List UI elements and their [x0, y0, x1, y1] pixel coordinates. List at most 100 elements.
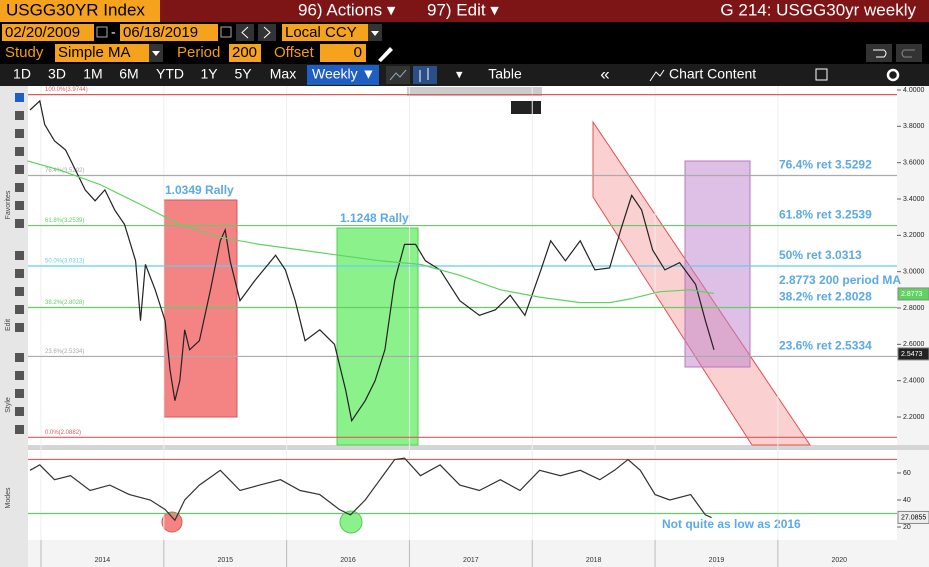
- panel-divider[interactable]: [28, 445, 929, 450]
- tool-icon[interactable]: [15, 305, 24, 314]
- pencil-icon[interactable]: [378, 47, 393, 62]
- calendar-icon[interactable]: [96, 26, 108, 38]
- tool-icon[interactable]: [15, 165, 24, 174]
- y-tick-label: 40: [903, 497, 911, 504]
- drawing-toolbar[interactable]: [407, 87, 542, 96]
- currency-field[interactable]: [282, 24, 368, 41]
- prev-button[interactable]: [236, 24, 254, 41]
- menu-dropdown[interactable]: ▾: [456, 66, 463, 81]
- tool-icon[interactable]: [15, 425, 24, 434]
- low-marker[interactable]: [339, 510, 363, 534]
- study-label: Study: [5, 44, 44, 61]
- low-marker[interactable]: [161, 511, 183, 533]
- tool-icon[interactable]: [15, 287, 24, 296]
- tool-icon[interactable]: [15, 353, 24, 362]
- period: 200: [232, 44, 257, 61]
- undo-icon: [873, 49, 887, 58]
- range-button[interactable]: 1M: [83, 66, 102, 82]
- x-tick-label: 2018: [586, 557, 602, 564]
- tool-icon[interactable]: [15, 111, 24, 120]
- bar-chart-button[interactable]: [413, 66, 437, 84]
- level-label: 100.0%(3.9744): [45, 87, 88, 93]
- y-tick-label: 2.8000: [903, 305, 925, 312]
- frequency-button[interactable]: [307, 65, 379, 85]
- y-tick-label: 3.8000: [903, 123, 925, 130]
- security-field[interactable]: [0, 0, 160, 22]
- sidebar-label: Favorites: [5, 190, 12, 219]
- tool-icon[interactable]: [15, 201, 24, 210]
- study-field[interactable]: [55, 44, 149, 62]
- sidebar-label: Modes: [5, 487, 12, 509]
- level-label: 61.8%(3.2539): [45, 218, 84, 224]
- tool-icon[interactable]: [15, 269, 24, 278]
- tool-icon[interactable]: [15, 407, 24, 416]
- currency: Local CCY: [285, 24, 357, 41]
- range-button[interactable]: 5Y: [234, 66, 252, 82]
- next-button[interactable]: [258, 24, 276, 41]
- y-tick-label: 3.6000: [903, 160, 925, 167]
- y-tick-label: 3.2000: [903, 232, 925, 239]
- tool-icon[interactable]: [15, 371, 24, 380]
- level-note: 38.2% ret 2.8028: [779, 290, 872, 304]
- range-button[interactable]: 1Y: [200, 66, 218, 82]
- y-tick-label: 2.2000: [903, 414, 925, 421]
- series-line: [29, 457, 712, 522]
- range-bar: [0, 64, 929, 86]
- period-field[interactable]: [229, 44, 261, 62]
- offset-field[interactable]: [320, 44, 366, 62]
- offset-label: Offset: [274, 44, 315, 61]
- level-note: 23.6% ret 2.5334: [779, 339, 872, 353]
- table-button[interactable]: Table: [488, 66, 522, 82]
- last-value-tag: [897, 287, 929, 301]
- tool-icon[interactable]: [15, 389, 24, 398]
- edit-chart-button[interactable]: [815, 68, 828, 81]
- series-line: [27, 160, 715, 304]
- y-tick-label: 3.0000: [903, 269, 925, 276]
- rally-box[interactable]: [336, 227, 419, 446]
- y-tick-label: 2.6000: [903, 341, 925, 348]
- tool-icon[interactable]: [15, 219, 24, 228]
- level-label: 50.0%(3.0313): [45, 259, 84, 265]
- end-date-field[interactable]: [120, 24, 218, 41]
- row: [0, 22, 929, 42]
- calendar-icon[interactable]: [220, 26, 232, 38]
- start-date-field[interactable]: [2, 24, 94, 41]
- y-tick-label: 4.0000: [903, 87, 925, 94]
- page-title: G 214: USGG30yr weekly: [720, 0, 916, 19]
- tool-icon[interactable]: [15, 129, 24, 138]
- range-button[interactable]: 6M: [119, 66, 138, 82]
- tool-icon[interactable]: [15, 323, 24, 332]
- tool-icon[interactable]: [15, 251, 24, 260]
- range-button[interactable]: 1D: [13, 66, 31, 82]
- prev-icon: [241, 26, 249, 39]
- level-note: 61.8% ret 3.2539: [779, 208, 872, 222]
- x-tick-label: 2014: [95, 557, 111, 564]
- frequency: Weekly ▼: [312, 66, 375, 82]
- level-label: 0.0%(2.0882): [45, 430, 81, 436]
- range-button[interactable]: Max: [270, 66, 296, 82]
- y-tick-label: 3.4000: [903, 196, 925, 203]
- range-button[interactable]: YTD: [156, 66, 184, 82]
- right-axis: [897, 86, 929, 445]
- tool-icon[interactable]: [15, 147, 24, 156]
- dropdown-icon: [371, 31, 379, 36]
- settings-button[interactable]: [886, 68, 900, 82]
- study: Simple MA: [58, 44, 131, 61]
- chart-content-button[interactable]: Chart Content: [669, 66, 756, 82]
- undo-button[interactable]: [866, 44, 892, 62]
- redo-button[interactable]: [896, 44, 922, 62]
- collapse-button[interactable]: «: [600, 64, 609, 83]
- annotation: 1.1248 Rally: [340, 211, 409, 225]
- date-dash: -: [111, 24, 116, 40]
- reset-button[interactable]: [511, 101, 541, 114]
- level-label: 38.2%(2.8028): [45, 300, 84, 306]
- actions-menu[interactable]: 96) Actions ▾: [298, 0, 396, 19]
- start-date: 02/20/2009: [5, 24, 80, 41]
- tool-icon[interactable]: [15, 183, 24, 192]
- tool-icon[interactable]: [15, 93, 24, 102]
- highlight-box[interactable]: [684, 160, 751, 368]
- redo-icon: [901, 49, 915, 58]
- edit-menu[interactable]: 97) Edit ▾: [427, 0, 499, 19]
- x-tick-label: 2019: [709, 557, 725, 564]
- range-button[interactable]: 3D: [48, 66, 66, 82]
